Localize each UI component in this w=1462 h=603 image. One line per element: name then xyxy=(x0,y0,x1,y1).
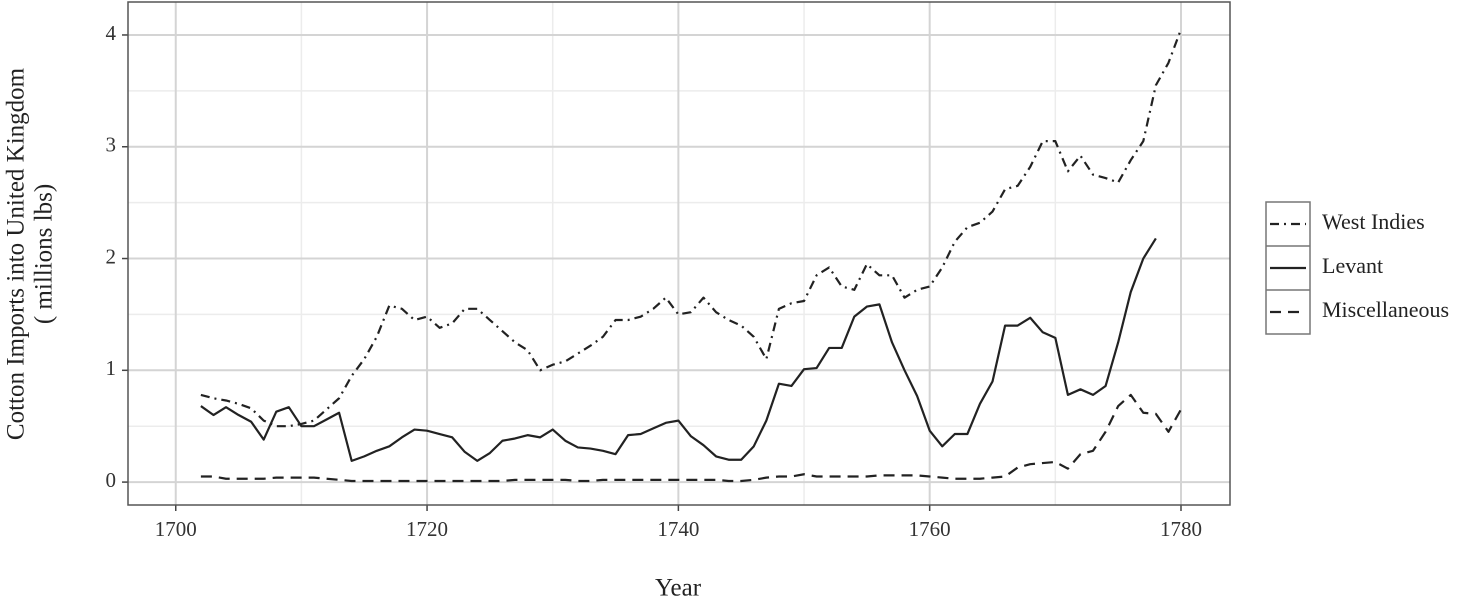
legend-label: Miscellaneous xyxy=(1322,297,1449,322)
y-tick-label: 3 xyxy=(106,133,117,157)
line-series xyxy=(200,393,1182,483)
legend-label: West Indies xyxy=(1322,209,1425,234)
x-tick-label: 1780 xyxy=(1160,517,1202,541)
y-tick-label: 0 xyxy=(106,468,117,492)
x-tick-label: 1760 xyxy=(909,517,951,541)
legend-label: Levant xyxy=(1322,253,1383,278)
y-tick-label: 1 xyxy=(106,356,117,380)
x-tick-label: 1740 xyxy=(657,517,699,541)
x-tick-label: 1720 xyxy=(406,517,448,541)
x-axis-title: Year xyxy=(655,575,702,602)
y-axis-title: Cotton Imports into United Kingdom xyxy=(3,67,30,440)
line-series xyxy=(200,29,1183,428)
line-series xyxy=(200,237,1157,462)
y-tick-label: 2 xyxy=(106,244,117,268)
x-tick-label: 1700 xyxy=(155,517,197,541)
plot-border xyxy=(127,1,1231,506)
y-axis-title: ( millions lbs) xyxy=(31,184,58,324)
y-tick-label: 4 xyxy=(106,21,117,45)
